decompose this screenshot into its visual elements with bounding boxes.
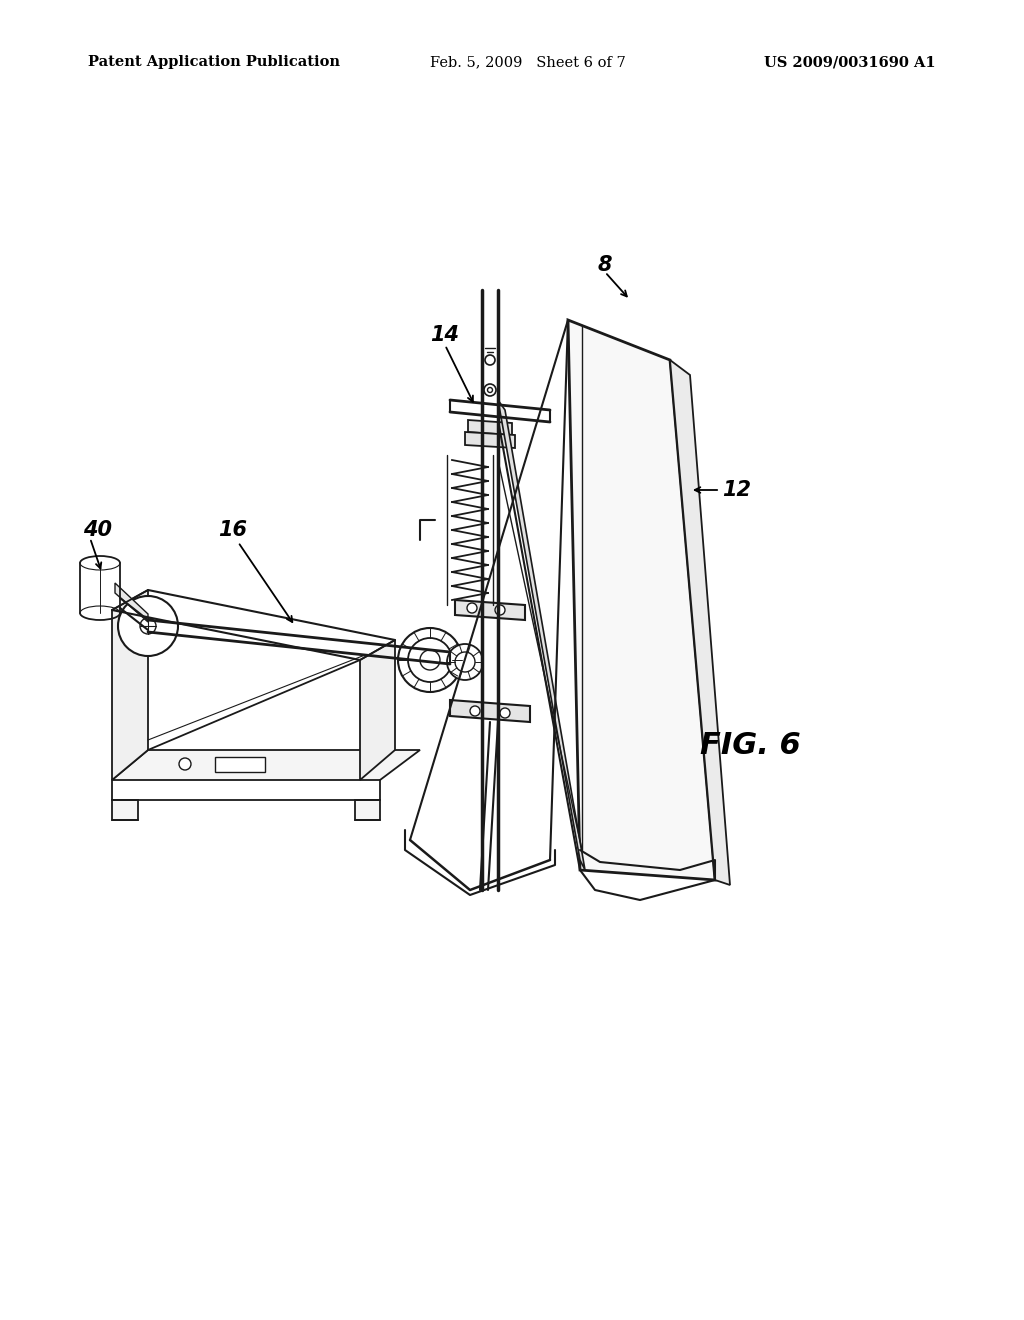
Circle shape (484, 384, 496, 396)
Polygon shape (115, 583, 148, 622)
Text: 40: 40 (83, 520, 112, 540)
Polygon shape (468, 420, 512, 436)
Circle shape (487, 388, 493, 392)
Text: FIG. 6: FIG. 6 (700, 730, 801, 759)
Text: 14: 14 (430, 325, 459, 345)
Polygon shape (465, 432, 515, 447)
Circle shape (495, 605, 505, 615)
Polygon shape (455, 601, 525, 620)
Polygon shape (112, 750, 420, 780)
Circle shape (420, 649, 440, 671)
Circle shape (408, 638, 452, 682)
Circle shape (118, 597, 178, 656)
Polygon shape (670, 360, 730, 884)
Polygon shape (498, 400, 585, 870)
Polygon shape (568, 319, 715, 880)
Text: 8: 8 (598, 255, 612, 275)
Circle shape (179, 758, 191, 770)
Polygon shape (450, 700, 530, 722)
Text: Patent Application Publication: Patent Application Publication (88, 55, 340, 69)
Polygon shape (112, 800, 138, 820)
Text: US 2009/0031690 A1: US 2009/0031690 A1 (764, 55, 936, 69)
Circle shape (467, 603, 477, 612)
Circle shape (485, 355, 495, 366)
Text: 16: 16 (218, 520, 247, 540)
Polygon shape (215, 756, 265, 772)
Circle shape (470, 706, 480, 715)
Circle shape (500, 708, 510, 718)
Polygon shape (360, 640, 395, 780)
Circle shape (398, 628, 462, 692)
Circle shape (455, 652, 475, 672)
Text: 12: 12 (722, 480, 751, 500)
Polygon shape (112, 590, 148, 780)
Text: Feb. 5, 2009   Sheet 6 of 7: Feb. 5, 2009 Sheet 6 of 7 (430, 55, 626, 69)
Polygon shape (355, 800, 380, 820)
Circle shape (140, 618, 156, 634)
Circle shape (447, 644, 483, 680)
